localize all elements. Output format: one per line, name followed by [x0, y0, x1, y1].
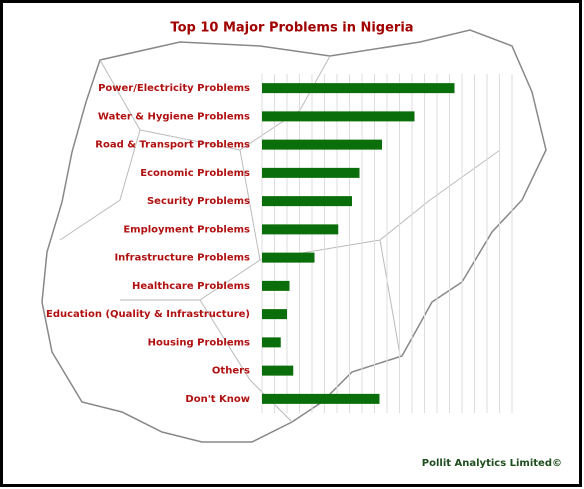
- category-label: Employment Problems: [123, 224, 250, 235]
- category-label: Housing Problems: [148, 337, 250, 348]
- bar: [262, 393, 380, 404]
- bar: [262, 167, 360, 178]
- bar: [262, 252, 315, 263]
- category-label: Healthcare Problems: [132, 281, 250, 292]
- category-label: Education (Quality & Infrastructure): [46, 309, 250, 320]
- bar: [262, 365, 294, 376]
- bar: [262, 337, 281, 348]
- category-label: Water & Hygiene Problems: [98, 111, 250, 122]
- bar: [262, 196, 352, 207]
- category-label: Power/Electricity Problems: [98, 83, 250, 94]
- category-label: Others: [212, 366, 250, 377]
- bar: [262, 280, 290, 291]
- chart-title: Top 10 Major Problems in Nigeria: [170, 21, 413, 36]
- bar: [262, 139, 382, 150]
- bar: [262, 83, 455, 94]
- bar: [262, 111, 415, 122]
- category-label: Infrastructure Problems: [114, 253, 250, 264]
- category-label: Economic Problems: [140, 168, 250, 179]
- category-label: Don't Know: [185, 394, 250, 405]
- map-regions: [59, 55, 501, 423]
- bar: [262, 309, 287, 320]
- bar: [262, 224, 339, 235]
- category-label: Road & Transport Problems: [95, 140, 250, 151]
- category-label: Security Problems: [147, 196, 250, 207]
- map-outline: [41, 29, 547, 443]
- footer: Pollit Analytics Limited©: [422, 458, 562, 469]
